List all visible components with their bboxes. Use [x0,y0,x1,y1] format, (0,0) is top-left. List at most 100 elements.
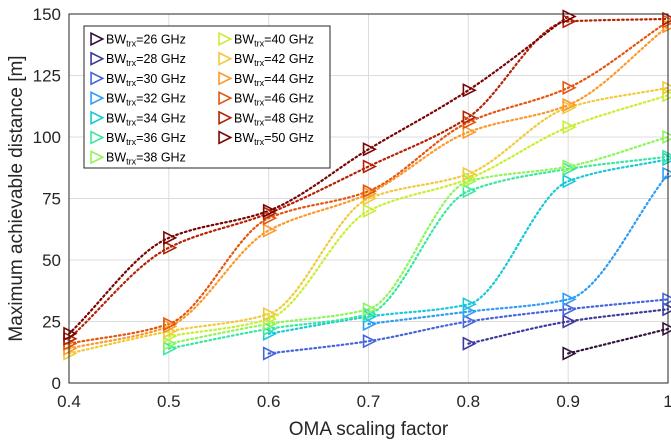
data-point-marker [462,166,477,182]
data-point-marker [662,166,671,182]
x-tick-label: 0.4 [57,392,81,411]
y-tick-label: 0 [52,374,61,393]
y-tick-label: 25 [42,313,61,332]
data-point-marker [362,142,378,157]
legend-marker [90,150,105,165]
data-point-marker [262,306,278,322]
data-point-marker [462,183,477,199]
y-ticks: 0 25 50 75 100 125 150 [33,5,61,393]
legend-entry: BWtrx=40 GHz [234,33,314,49]
legend-entry: BWtrx=38 GHz [106,151,186,167]
legend-marker [218,90,233,106]
legend: BWtrx=26 GHz BWtrx=28 GHz BWtrx=30 GHz BWtr… [83,25,331,169]
data-point-marker [462,336,477,351]
legend-box [83,25,331,169]
data-point-marker [362,316,378,332]
legend-entry: BWtrx=44 GHz [234,72,314,88]
series-line [267,298,670,355]
data-point-marker [462,83,477,98]
data-point-marker [662,292,671,307]
legend-marker [218,71,233,86]
data-point-marker [662,321,671,337]
data-point-marker [562,80,577,95]
y-tick-label: 100 [33,128,61,147]
x-tick-label: 1 [663,392,671,411]
data-point-marker [362,334,378,349]
series-line [67,15,570,335]
legend-marker [90,90,105,106]
data-point-marker [262,203,278,218]
data-point-marker [462,124,477,140]
data-point-marker [362,183,378,199]
data-point-marker [462,304,477,319]
series-line [367,172,670,326]
series-line [67,86,670,355]
y-tick-label: 75 [42,190,61,209]
legend-marker [218,110,233,125]
legend-entry: BWtrx=28 GHz [106,52,186,68]
series-line [167,135,670,345]
data-point-marker [562,174,577,189]
legend-marker [218,31,233,47]
legend-entry: BWtrx=32 GHz [106,92,186,108]
legend-entry: BWtrx=30 GHz [106,72,186,88]
data-point-marker [462,297,477,312]
legend-entry: BWtrx=50 GHz [234,131,314,147]
series-line [67,17,670,340]
data-point-marker [662,88,671,103]
data-point-marker [163,230,178,246]
legend-marker [90,31,105,47]
legend-marker [90,130,105,145]
data-point-marker [362,302,378,317]
data-point-marker [163,240,178,255]
data-point-marker [562,292,577,307]
x-tick-label: 0.8 [457,392,481,411]
data-point-marker [662,149,671,164]
data-point-marker [462,314,477,329]
data-point-marker [63,326,78,341]
y-tick-label: 125 [33,67,61,86]
data-point-marker [362,203,378,218]
x-axis-label: OMA scaling factor [289,419,449,440]
legend-entry: BWtrx=42 GHz [234,52,314,68]
data-point-marker [362,159,378,174]
x-tick-label: 0.9 [556,392,580,411]
data-point-marker [163,316,178,332]
y-tick-label: 150 [33,5,61,24]
data-point-marker [562,314,577,329]
legend-entry: BWtrx=26 GHz [106,33,186,49]
legend-marker [90,110,105,125]
legend-entry: BWtrx=34 GHz [106,111,186,127]
series-line [167,94,670,338]
axes-box [68,13,669,384]
legend-entry: BWtrx=36 GHz [106,131,186,147]
x-tick-label: 0.7 [357,392,381,411]
series-line [167,155,670,350]
x-tick-label: 0.6 [257,392,281,411]
legend-entry: BWtrx=46 GHz [234,92,314,108]
legend-marker [218,130,233,145]
legend-marker [218,51,233,66]
legend-marker [90,51,105,66]
y-tick-label: 50 [42,251,61,270]
legend-entry: BWtrx=48 GHz [234,111,314,127]
data-point-marker [462,110,477,125]
data-point-marker [262,223,278,238]
x-ticks: 0.4 0.5 0.6 0.7 0.8 0.9 1 [57,392,671,411]
data-point-marker [562,346,577,361]
x-tick-label: 0.5 [157,392,181,411]
data-point-marker [163,336,178,351]
data-point-marker [562,159,577,174]
series-lines [67,15,670,355]
data-point-marker [562,120,577,135]
y-axis-label: Maximum achievable distance [m] [6,55,27,341]
data-point-marker [562,97,577,113]
series-line [467,308,670,345]
data-point-marker [262,346,278,361]
data-point-marker [662,11,671,27]
series-markers [63,9,671,361]
series-line [567,327,670,355]
data-point-marker [662,129,671,145]
data-point-marker [562,302,577,317]
